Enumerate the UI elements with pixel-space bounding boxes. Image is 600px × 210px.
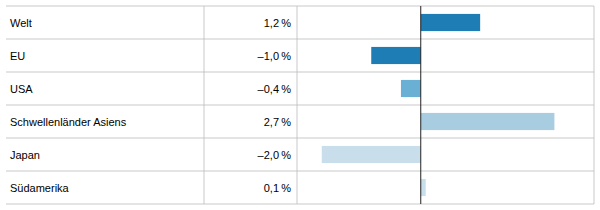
bar (401, 80, 421, 97)
bar (421, 113, 555, 130)
value-label: 0,1 % (264, 182, 291, 194)
bar (371, 47, 421, 64)
row-divider (6, 39, 594, 40)
value-label: 2,7 % (264, 116, 291, 128)
category-label: Schwellenländer Asiens (10, 116, 127, 128)
bar (322, 146, 421, 163)
bars (322, 14, 555, 196)
value-label: –0,4 % (258, 83, 292, 95)
bar (421, 179, 426, 196)
row-divider (6, 138, 594, 139)
column-divider (297, 6, 298, 204)
column-divider (204, 6, 205, 204)
category-label: EU (10, 50, 25, 62)
chart: Welt 1,2 % EU –1,0 % USA –0,4 % Schwellenlände… (0, 0, 600, 210)
row-divider (6, 171, 594, 172)
row-divider (6, 6, 594, 7)
category-label: Welt (10, 17, 32, 29)
bar (421, 14, 480, 31)
zero-line (420, 6, 421, 204)
chart-container: Welt 1,2 % EU –1,0 % USA –0,4 % Schwellenlände… (0, 0, 600, 210)
value-label: –2,0 % (258, 149, 292, 161)
column-divider (594, 6, 595, 204)
row-divider (6, 72, 594, 73)
row-divider (6, 105, 594, 106)
value-label: –1,0 % (258, 50, 292, 62)
category-label: USA (10, 83, 33, 95)
row-divider (6, 204, 594, 205)
value-label: 1,2 % (264, 17, 291, 29)
category-label: Südamerika (10, 182, 70, 194)
category-label: Japan (10, 149, 40, 161)
